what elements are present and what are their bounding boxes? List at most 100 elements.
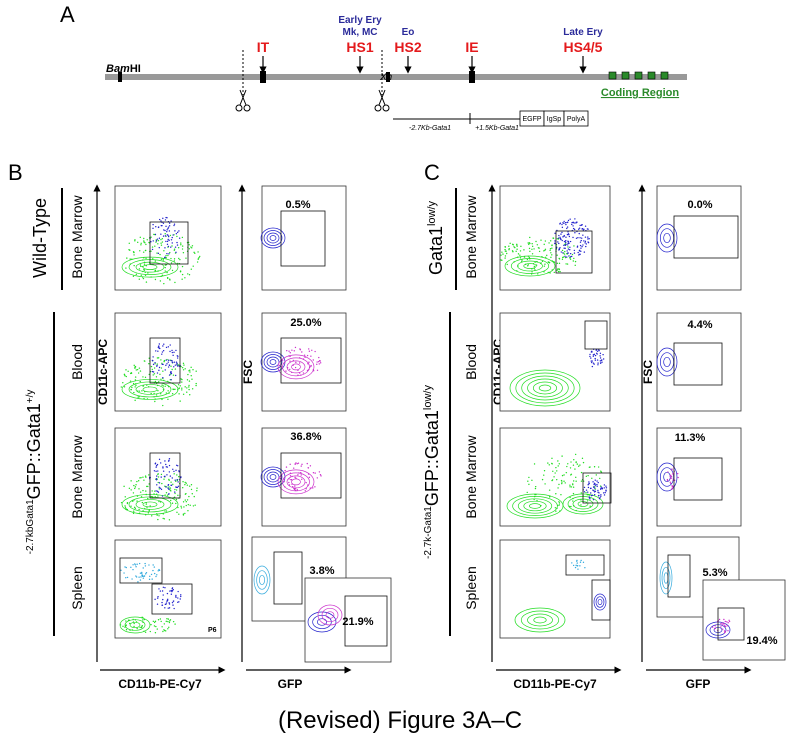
event-dot — [134, 564, 137, 566]
event-dot — [543, 474, 545, 476]
gate — [591, 579, 611, 621]
event-dot — [567, 231, 569, 233]
gate — [582, 472, 612, 504]
event-dot — [576, 246, 579, 248]
event-dot — [527, 242, 529, 244]
event-dot — [560, 479, 563, 482]
event-dot — [173, 366, 175, 368]
event-dot — [579, 244, 582, 247]
event-dot — [126, 576, 129, 579]
event-dot — [178, 470, 180, 472]
event-dot — [138, 562, 141, 565]
event-dot — [286, 349, 288, 352]
event-dot — [191, 388, 194, 390]
contour — [504, 255, 556, 277]
event-dot — [157, 473, 159, 475]
event-dot — [150, 365, 153, 368]
event-dot — [159, 393, 162, 395]
event-dot — [580, 480, 583, 482]
event-dot — [132, 564, 134, 566]
event-dot — [199, 255, 201, 258]
event-dot — [548, 261, 551, 264]
event-dot — [165, 466, 168, 468]
event-dot — [293, 350, 295, 352]
coding-exons — [608, 71, 669, 80]
event-dot — [558, 234, 560, 237]
event-dot — [174, 488, 176, 491]
event-dot — [172, 600, 175, 602]
event-dot — [154, 260, 157, 262]
xh-label: Xh — [379, 72, 393, 83]
event-dot — [580, 250, 582, 253]
event-dot — [174, 364, 177, 366]
event-dot — [153, 566, 156, 568]
gate — [149, 337, 181, 384]
event-dot — [566, 256, 568, 258]
event-dot — [580, 492, 582, 494]
event-dot — [577, 251, 579, 254]
event-dot — [558, 268, 561, 271]
event-dot — [563, 253, 566, 255]
event-dot — [557, 270, 560, 273]
event-dot — [136, 480, 138, 483]
contour — [253, 565, 271, 595]
event-dot — [143, 241, 145, 243]
event-dot — [175, 251, 177, 254]
event-dot — [157, 481, 159, 484]
event-dot — [131, 578, 133, 580]
event-dot — [671, 485, 673, 487]
event-dot — [584, 242, 586, 244]
event-dot — [556, 238, 559, 240]
event-dot — [160, 220, 162, 222]
event-dot — [158, 218, 161, 221]
event-dot — [305, 482, 307, 484]
event-dot — [187, 373, 189, 376]
event-dot — [591, 361, 593, 364]
event-dot — [172, 374, 175, 376]
event-dot — [543, 243, 545, 246]
event-dot — [166, 363, 168, 365]
event-dot — [295, 477, 297, 480]
event-dot — [122, 381, 124, 384]
event-dot — [165, 492, 168, 494]
event-dot — [156, 514, 158, 516]
event-dot — [289, 360, 291, 362]
event-dot — [162, 259, 165, 261]
event-dot — [155, 478, 158, 480]
gate-percentage: 25.0% — [290, 317, 321, 329]
event-dot — [190, 246, 192, 248]
event-dot — [155, 240, 158, 242]
event-dot — [567, 248, 570, 250]
construct-box-label: EGFP — [522, 116, 541, 123]
event-dot — [173, 607, 175, 610]
event-dot — [192, 368, 194, 371]
event-dot — [152, 374, 154, 376]
event-dot — [177, 465, 179, 467]
event-dot — [569, 218, 571, 220]
event-dot — [181, 387, 183, 389]
event-dot — [181, 265, 184, 268]
event-dot — [162, 470, 165, 472]
event-dot — [125, 625, 127, 627]
event-dot — [152, 258, 154, 260]
event-dot — [305, 488, 307, 490]
event-dot — [528, 247, 531, 250]
event-dot — [563, 235, 565, 237]
event-dot — [573, 458, 575, 461]
event-dot — [572, 236, 574, 239]
event-dot — [174, 388, 176, 391]
event-dot — [720, 622, 722, 625]
genotype-label: Wild-Type — [30, 198, 50, 278]
event-dot — [288, 355, 290, 357]
event-dot — [188, 485, 191, 487]
event-dot — [171, 236, 173, 239]
event-dot — [565, 471, 568, 474]
event-dot — [290, 478, 292, 481]
event-dot — [173, 351, 175, 354]
event-dot — [146, 507, 148, 509]
event-dot — [527, 264, 529, 266]
event-dot — [170, 490, 172, 492]
event-dot — [150, 250, 152, 252]
event-dot — [132, 382, 135, 385]
event-dot — [157, 252, 160, 255]
